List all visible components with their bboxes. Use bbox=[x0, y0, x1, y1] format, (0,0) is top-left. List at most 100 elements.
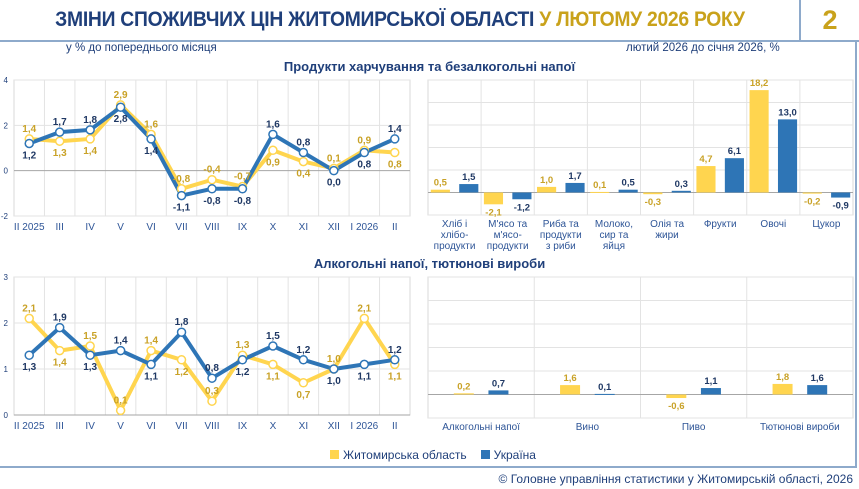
data-point bbox=[359, 313, 370, 324]
x-tick-label: IV bbox=[85, 421, 95, 432]
data-label: 1,1 bbox=[144, 371, 158, 382]
bar-ukraine bbox=[488, 390, 509, 395]
data-label: 1,8 bbox=[776, 372, 789, 383]
data-point bbox=[390, 355, 400, 365]
data-point bbox=[176, 355, 187, 365]
data-point bbox=[24, 138, 34, 149]
bar-ukraine bbox=[807, 385, 828, 395]
section-title-alcohol: Алкогольні напої, тютюнові вироби bbox=[313, 256, 546, 271]
bar-ukraine bbox=[618, 189, 638, 193]
data-label: 1,2 bbox=[175, 367, 189, 378]
data-point bbox=[207, 396, 217, 406]
data-point bbox=[237, 355, 248, 365]
data-label: 1,6 bbox=[811, 373, 824, 384]
page-number: 2 bbox=[822, 5, 838, 35]
bar-region bbox=[666, 394, 687, 399]
page-title: ЗМІНИ СПОЖИВЧИХ ЦІН ЖИТОМИРСЬКОЇ ОБЛАСТІ… bbox=[32, 8, 768, 32]
x-tick-label: VII bbox=[175, 222, 187, 233]
bar-ukraine bbox=[459, 184, 479, 193]
data-point bbox=[207, 174, 217, 185]
y-tick-label: 4 bbox=[4, 76, 9, 85]
bar-region bbox=[560, 385, 581, 395]
data-label: 1,3 bbox=[22, 362, 36, 373]
bar-ukraine bbox=[700, 388, 721, 395]
data-label: 1,4 bbox=[53, 358, 67, 369]
data-label: 0,7 bbox=[492, 378, 505, 389]
data-point bbox=[268, 359, 278, 370]
data-point bbox=[85, 341, 95, 351]
x-tick-label: Алкогольні напої bbox=[442, 422, 520, 433]
x-tick-label: XII bbox=[328, 421, 340, 432]
legend-label-region: Житомирська область bbox=[343, 448, 467, 462]
data-point bbox=[146, 359, 156, 370]
bar-region bbox=[802, 192, 822, 194]
data-label: 18,2 bbox=[750, 78, 769, 89]
x-tick-label: хлібо- bbox=[441, 229, 469, 241]
x-tick-label: VIII bbox=[204, 421, 219, 432]
data-label: 13,0 bbox=[778, 107, 797, 118]
footer-copyright: © Головне управління статистики у Житоми… bbox=[498, 472, 853, 486]
data-point bbox=[329, 165, 339, 176]
x-tick-label: Олія та bbox=[650, 219, 684, 230]
x-tick-label: Фрукти bbox=[704, 219, 737, 230]
data-label: 0,3 bbox=[675, 179, 688, 190]
data-label: 6,1 bbox=[728, 146, 742, 157]
x-tick-label: Молоко, bbox=[595, 219, 633, 230]
x-tick-label: XI bbox=[299, 421, 308, 432]
data-point bbox=[24, 313, 34, 324]
x-tick-label: I 2026 bbox=[350, 222, 378, 233]
data-label: 0,1 bbox=[327, 153, 341, 164]
data-point bbox=[85, 134, 95, 144]
legend-swatch-ukraine bbox=[480, 450, 490, 459]
data-label: -2,1 bbox=[485, 207, 502, 218]
x-tick-label: продукти bbox=[540, 230, 582, 241]
y-tick-label: 2 bbox=[4, 319, 9, 328]
x-tick-label: Хліб і bbox=[442, 218, 467, 230]
title-main: ЗМІНИ СПОЖИВЧИХ ЦІН ЖИТОМИРСЬКОЇ ОБЛАСТІ bbox=[55, 8, 535, 31]
data-label: 0,2 bbox=[457, 381, 470, 392]
x-tick-label: II 2025 bbox=[14, 222, 45, 233]
data-label: -0,3 bbox=[645, 197, 661, 208]
x-tick-label: X bbox=[270, 421, 277, 432]
x-tick-label: XI bbox=[299, 222, 308, 233]
bar-region bbox=[749, 90, 769, 193]
bar-region bbox=[772, 383, 793, 395]
data-point bbox=[146, 134, 156, 144]
x-tick-label: сир та bbox=[599, 230, 628, 241]
legend-swatch-region bbox=[330, 450, 339, 459]
legend-item-ukraine: Україна bbox=[480, 448, 536, 462]
data-label: 1,1 bbox=[266, 371, 280, 382]
data-label: 0,1 bbox=[114, 395, 128, 406]
data-point bbox=[176, 190, 187, 201]
data-label: 1,6 bbox=[144, 119, 158, 130]
x-tick-label: Овочі bbox=[760, 219, 786, 230]
data-label: 1,7 bbox=[53, 117, 67, 128]
x-tick-label: Пиво bbox=[682, 422, 706, 433]
data-label: 1,2 bbox=[388, 345, 402, 356]
x-tick-label: продукти bbox=[434, 241, 476, 252]
data-label: 0,5 bbox=[434, 178, 448, 189]
data-label: 1,7 bbox=[568, 171, 581, 182]
data-label: 1,8 bbox=[83, 115, 97, 126]
data-label: 1,3 bbox=[83, 362, 97, 373]
y-tick-label: 1 bbox=[4, 365, 9, 374]
data-point bbox=[85, 350, 95, 360]
y-tick-label: 0 bbox=[4, 167, 9, 176]
data-label: 2,9 bbox=[114, 90, 128, 101]
data-label: 1,4 bbox=[144, 146, 158, 157]
data-point bbox=[298, 378, 309, 388]
x-tick-label: М'ясо та bbox=[488, 219, 528, 230]
x-tick-label: II bbox=[392, 421, 398, 432]
x-tick-label: яйця bbox=[603, 241, 625, 252]
bar-region bbox=[590, 191, 610, 193]
x-tick-label: VII bbox=[175, 421, 187, 432]
data-label: 1,6 bbox=[266, 119, 280, 130]
data-point bbox=[298, 147, 309, 158]
bar-region bbox=[696, 166, 716, 193]
x-tick-label: V bbox=[117, 421, 124, 432]
bar-ukraine bbox=[831, 192, 851, 198]
x-tick-label: Цукор bbox=[812, 219, 840, 230]
data-label: 0,1 bbox=[593, 180, 607, 191]
data-label: -0,8 bbox=[234, 196, 252, 207]
